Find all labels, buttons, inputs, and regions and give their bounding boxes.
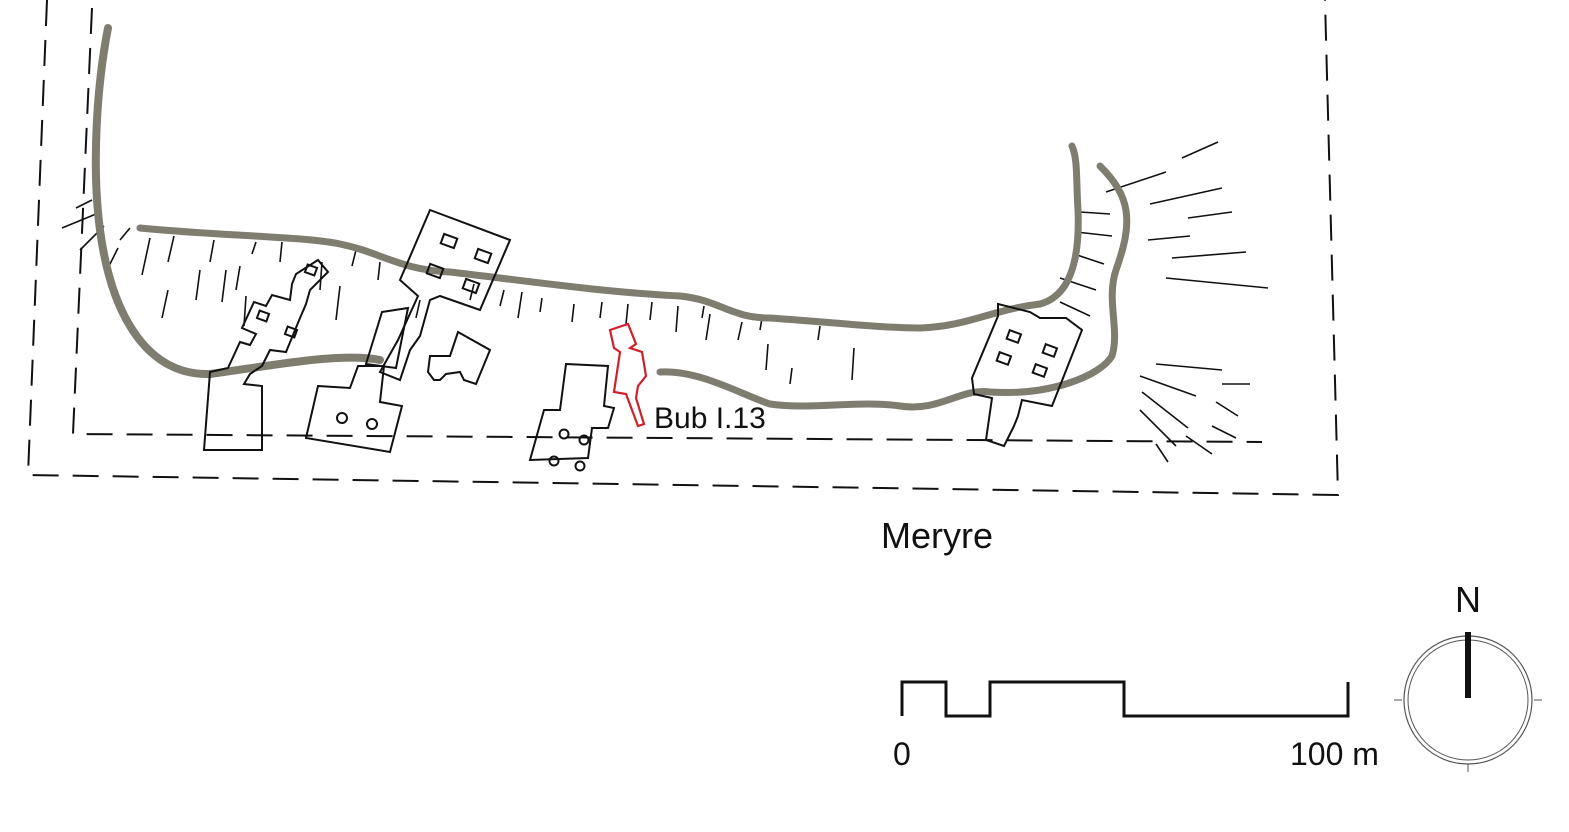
tomb-outlines	[202, 208, 1084, 462]
scale-start-label: 0	[893, 736, 911, 772]
tomb-label: Bub I.13	[654, 402, 766, 435]
north-label: N	[1455, 579, 1481, 620]
survey-boundary	[26, 0, 1340, 497]
compass-north-arrow-icon	[1394, 632, 1542, 772]
tomb-features	[255, 232, 1059, 472]
scale-end-label: 100 m	[1290, 736, 1379, 772]
tomb-bub-i13[interactable]	[608, 322, 648, 428]
wadi-edge	[91, 24, 1131, 411]
scale-bar	[900, 680, 1350, 718]
scale-bar-segments	[900, 680, 1350, 718]
slope-hachures	[61, 141, 1269, 463]
area-label: Meryre	[881, 515, 994, 556]
